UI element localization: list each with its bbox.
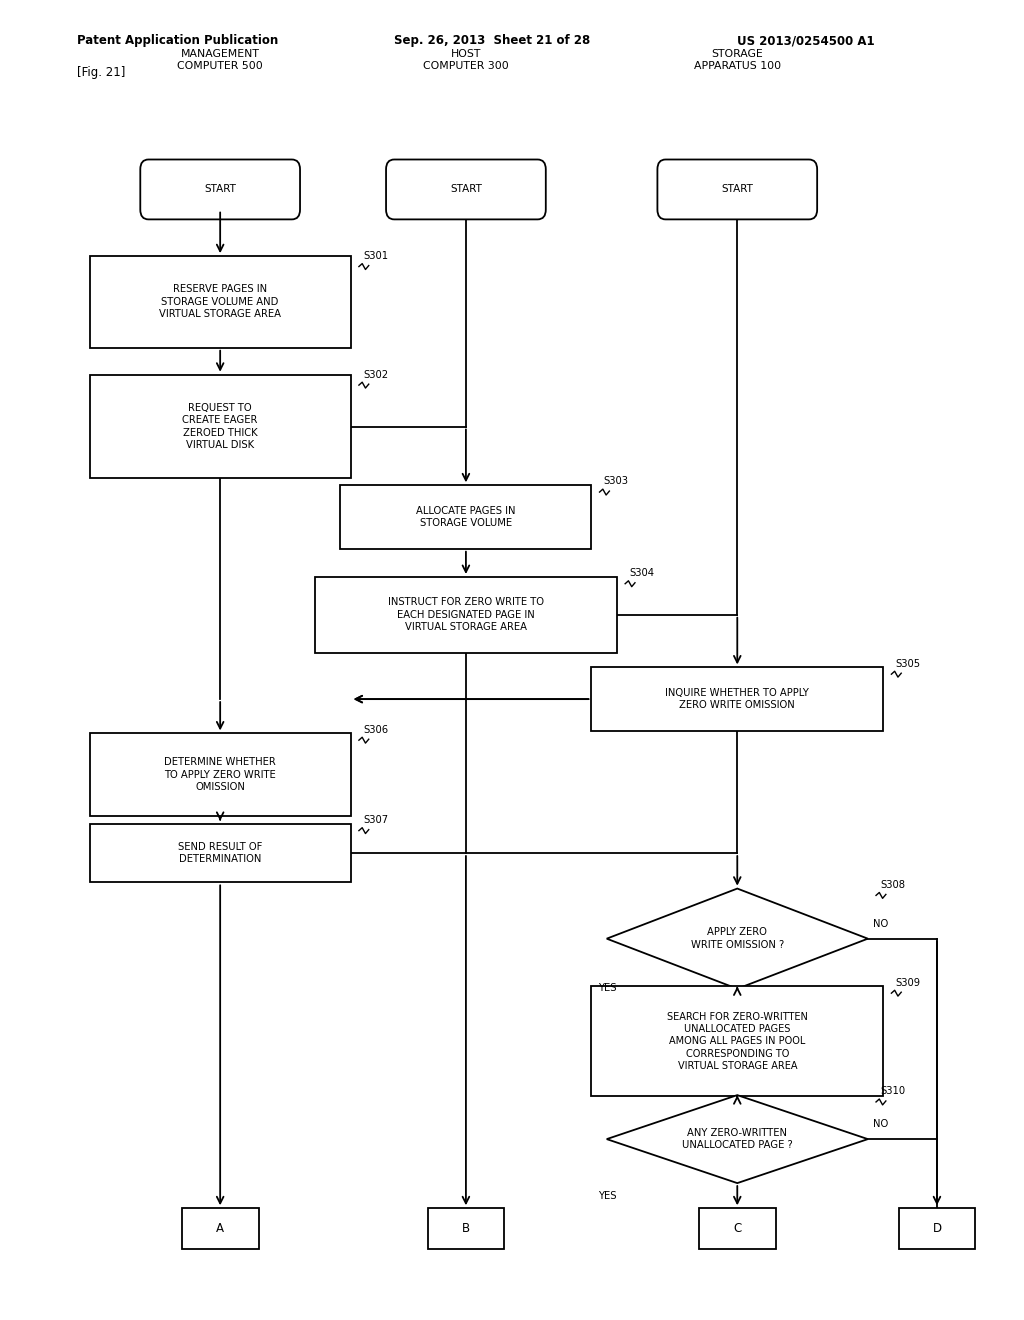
Text: INSTRUCT FOR ZERO WRITE TO
EACH DESIGNATED PAGE IN
VIRTUAL STORAGE AREA: INSTRUCT FOR ZERO WRITE TO EACH DESIGNAT… (388, 598, 544, 632)
FancyBboxPatch shape (698, 1208, 776, 1249)
Text: RESERVE PAGES IN
STORAGE VOLUME AND
VIRTUAL STORAGE AREA: RESERVE PAGES IN STORAGE VOLUME AND VIRT… (159, 285, 282, 319)
Text: S302: S302 (364, 370, 388, 380)
Text: SEARCH FOR ZERO-WRITTEN
UNALLOCATED PAGES
AMONG ALL PAGES IN POOL
CORRESPONDING : SEARCH FOR ZERO-WRITTEN UNALLOCATED PAGE… (667, 1011, 808, 1071)
FancyBboxPatch shape (592, 986, 883, 1097)
Text: INQUIRE WHETHER TO APPLY
ZERO WRITE OMISSION: INQUIRE WHETHER TO APPLY ZERO WRITE OMIS… (666, 688, 809, 710)
FancyBboxPatch shape (340, 486, 592, 549)
FancyBboxPatch shape (182, 1208, 258, 1249)
Text: YES: YES (598, 982, 616, 993)
FancyBboxPatch shape (899, 1208, 975, 1249)
FancyBboxPatch shape (90, 824, 350, 883)
Text: S310: S310 (880, 1086, 905, 1097)
Text: START: START (450, 185, 482, 194)
Polygon shape (606, 1096, 867, 1183)
FancyBboxPatch shape (386, 160, 546, 219)
Text: REQUEST TO
CREATE EAGER
ZEROED THICK
VIRTUAL DISK: REQUEST TO CREATE EAGER ZEROED THICK VIR… (182, 403, 258, 450)
FancyBboxPatch shape (90, 734, 350, 817)
Text: C: C (733, 1222, 741, 1234)
Text: START: START (721, 185, 754, 194)
Text: B: B (462, 1222, 470, 1234)
Text: NO: NO (872, 1119, 888, 1130)
Text: S307: S307 (364, 814, 388, 825)
Text: APPLY ZERO
WRITE OMISSION ?: APPLY ZERO WRITE OMISSION ? (690, 928, 784, 950)
Text: [Fig. 21]: [Fig. 21] (77, 66, 125, 79)
Text: MANAGEMENT
COMPUTER 500: MANAGEMENT COMPUTER 500 (177, 49, 263, 71)
Text: HOST
COMPUTER 300: HOST COMPUTER 300 (423, 49, 509, 71)
FancyBboxPatch shape (592, 668, 883, 731)
Text: S309: S309 (895, 978, 921, 987)
FancyBboxPatch shape (90, 256, 350, 347)
FancyBboxPatch shape (428, 1208, 505, 1249)
FancyBboxPatch shape (90, 375, 350, 479)
Text: ANY ZERO-WRITTEN
UNALLOCATED PAGE ?: ANY ZERO-WRITTEN UNALLOCATED PAGE ? (682, 1127, 793, 1150)
Text: S306: S306 (364, 725, 388, 734)
Polygon shape (606, 888, 867, 989)
Text: YES: YES (598, 1191, 616, 1201)
Text: S305: S305 (895, 659, 921, 668)
Text: STORAGE
APPARATUS 100: STORAGE APPARATUS 100 (693, 49, 781, 71)
FancyBboxPatch shape (657, 160, 817, 219)
Text: Sep. 26, 2013  Sheet 21 of 28: Sep. 26, 2013 Sheet 21 of 28 (394, 34, 591, 48)
Text: S308: S308 (880, 879, 905, 890)
Text: A: A (216, 1222, 224, 1234)
Text: S301: S301 (364, 251, 388, 261)
FancyBboxPatch shape (315, 577, 616, 652)
Text: START: START (204, 185, 237, 194)
Text: D: D (933, 1222, 941, 1234)
Text: SEND RESULT OF
DETERMINATION: SEND RESULT OF DETERMINATION (178, 842, 262, 865)
FancyBboxPatch shape (140, 160, 300, 219)
Text: Patent Application Publication: Patent Application Publication (77, 34, 279, 48)
Text: ALLOCATE PAGES IN
STORAGE VOLUME: ALLOCATE PAGES IN STORAGE VOLUME (416, 506, 516, 528)
Text: DETERMINE WHETHER
TO APPLY ZERO WRITE
OMISSION: DETERMINE WHETHER TO APPLY ZERO WRITE OM… (164, 758, 276, 792)
Text: NO: NO (872, 919, 888, 929)
Text: US 2013/0254500 A1: US 2013/0254500 A1 (737, 34, 874, 48)
Text: S304: S304 (629, 568, 654, 578)
Text: S303: S303 (604, 477, 629, 487)
